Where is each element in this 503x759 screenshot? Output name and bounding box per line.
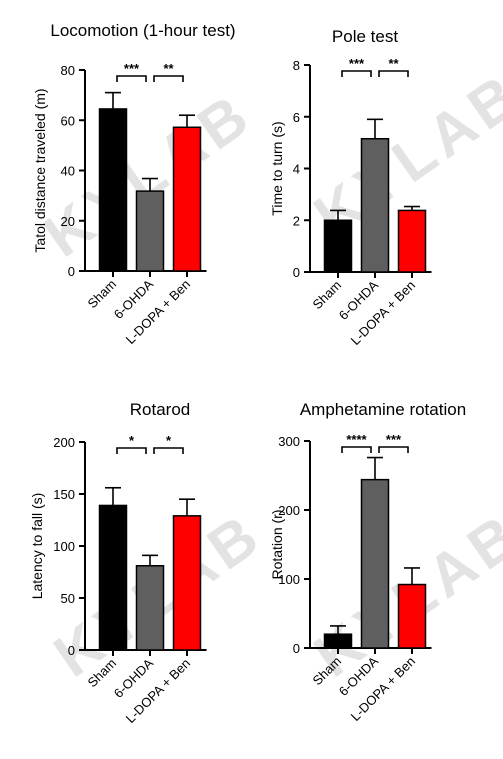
- x-tick-label: L-DOPA + Ben: [123, 277, 193, 347]
- x-tick-label: Sham: [84, 656, 119, 691]
- y-axis-label: Rotation (r): [269, 509, 285, 579]
- bar-l-dopa-ben: [397, 583, 427, 649]
- significance-label: *: [166, 433, 172, 448]
- significance-bracket: [378, 446, 409, 453]
- y-tick-label: 0: [68, 264, 75, 279]
- x-tick-label: L-DOPA + Ben: [123, 656, 193, 726]
- y-tick-label: 50: [61, 591, 75, 606]
- x-tick-label: L-DOPA + Ben: [348, 278, 418, 348]
- significance-bracket: [341, 70, 372, 77]
- chart-title: Pole test: [332, 27, 398, 46]
- significance-label: ***: [349, 56, 365, 71]
- significance-bracket: [153, 447, 184, 454]
- bar-sham: [98, 504, 128, 651]
- y-tick-label: 80: [61, 63, 75, 78]
- x-tick-label: L-DOPA + Ben: [348, 654, 418, 724]
- y-tick-label: 300: [278, 434, 300, 449]
- y-tick-label: 40: [61, 164, 75, 179]
- significance-label: *: [129, 433, 135, 448]
- x-tick-label: Sham: [309, 654, 344, 689]
- y-axis-label: Tatol distance traveled (m): [32, 88, 48, 252]
- x-tick-label: Sham: [309, 278, 344, 313]
- y-tick-label: 200: [278, 503, 300, 518]
- bar-l-dopa-ben: [172, 126, 202, 272]
- chart-title: Rotarod: [130, 400, 190, 419]
- y-axis-label: Time to turn (s): [269, 121, 285, 215]
- bar-sham: [98, 108, 128, 272]
- chart-title: Locomotion (1-hour test): [50, 21, 235, 40]
- significance-bracket: [116, 75, 147, 82]
- bar-l-dopa-ben: [397, 209, 427, 273]
- y-tick-label: 4: [293, 162, 300, 177]
- y-tick-label: 0: [68, 643, 75, 658]
- y-tick-label: 2: [293, 213, 300, 228]
- y-tick-label: 200: [53, 435, 75, 450]
- y-tick-label: 8: [293, 58, 300, 73]
- significance-label: **: [163, 61, 174, 76]
- significance-bracket: [116, 447, 147, 454]
- y-tick-label: 20: [61, 214, 75, 229]
- significance-label: **: [388, 56, 399, 71]
- y-tick-label: 6: [293, 110, 300, 125]
- y-axis-label: Latency to fall (s): [29, 493, 45, 600]
- y-tick-label: 0: [293, 265, 300, 280]
- chart-panel: Amphetamine rotation Rotation (r) 0 100 200 3…: [269, 400, 466, 724]
- bar-6-ohda: [135, 565, 165, 651]
- y-tick-label: 150: [53, 487, 75, 502]
- bar-sham: [323, 633, 353, 649]
- bar-6-ohda: [360, 478, 390, 649]
- bar-sham: [323, 219, 353, 273]
- significance-bracket: [341, 446, 372, 453]
- bar-6-ohda: [135, 190, 165, 272]
- bar-l-dopa-ben: [172, 515, 202, 651]
- significance-bracket: [378, 70, 409, 77]
- significance-label: ***: [124, 61, 140, 76]
- significance-bracket: [153, 75, 184, 82]
- chart-title: Amphetamine rotation: [300, 400, 466, 419]
- chart-panel: Locomotion (1-hour test) Tatol distance t…: [32, 21, 236, 347]
- y-tick-label: 100: [278, 572, 300, 587]
- y-tick-label: 100: [53, 539, 75, 554]
- significance-label: ****: [346, 432, 367, 447]
- chart-panel: Rotarod Latency to fall (s) 0 50 100 150 200 Sh…: [29, 400, 207, 726]
- significance-label: ***: [386, 432, 402, 447]
- y-tick-label: 60: [61, 113, 75, 128]
- bar-6-ohda: [360, 137, 390, 273]
- x-tick-label: Sham: [84, 277, 119, 312]
- y-tick-label: 0: [293, 641, 300, 656]
